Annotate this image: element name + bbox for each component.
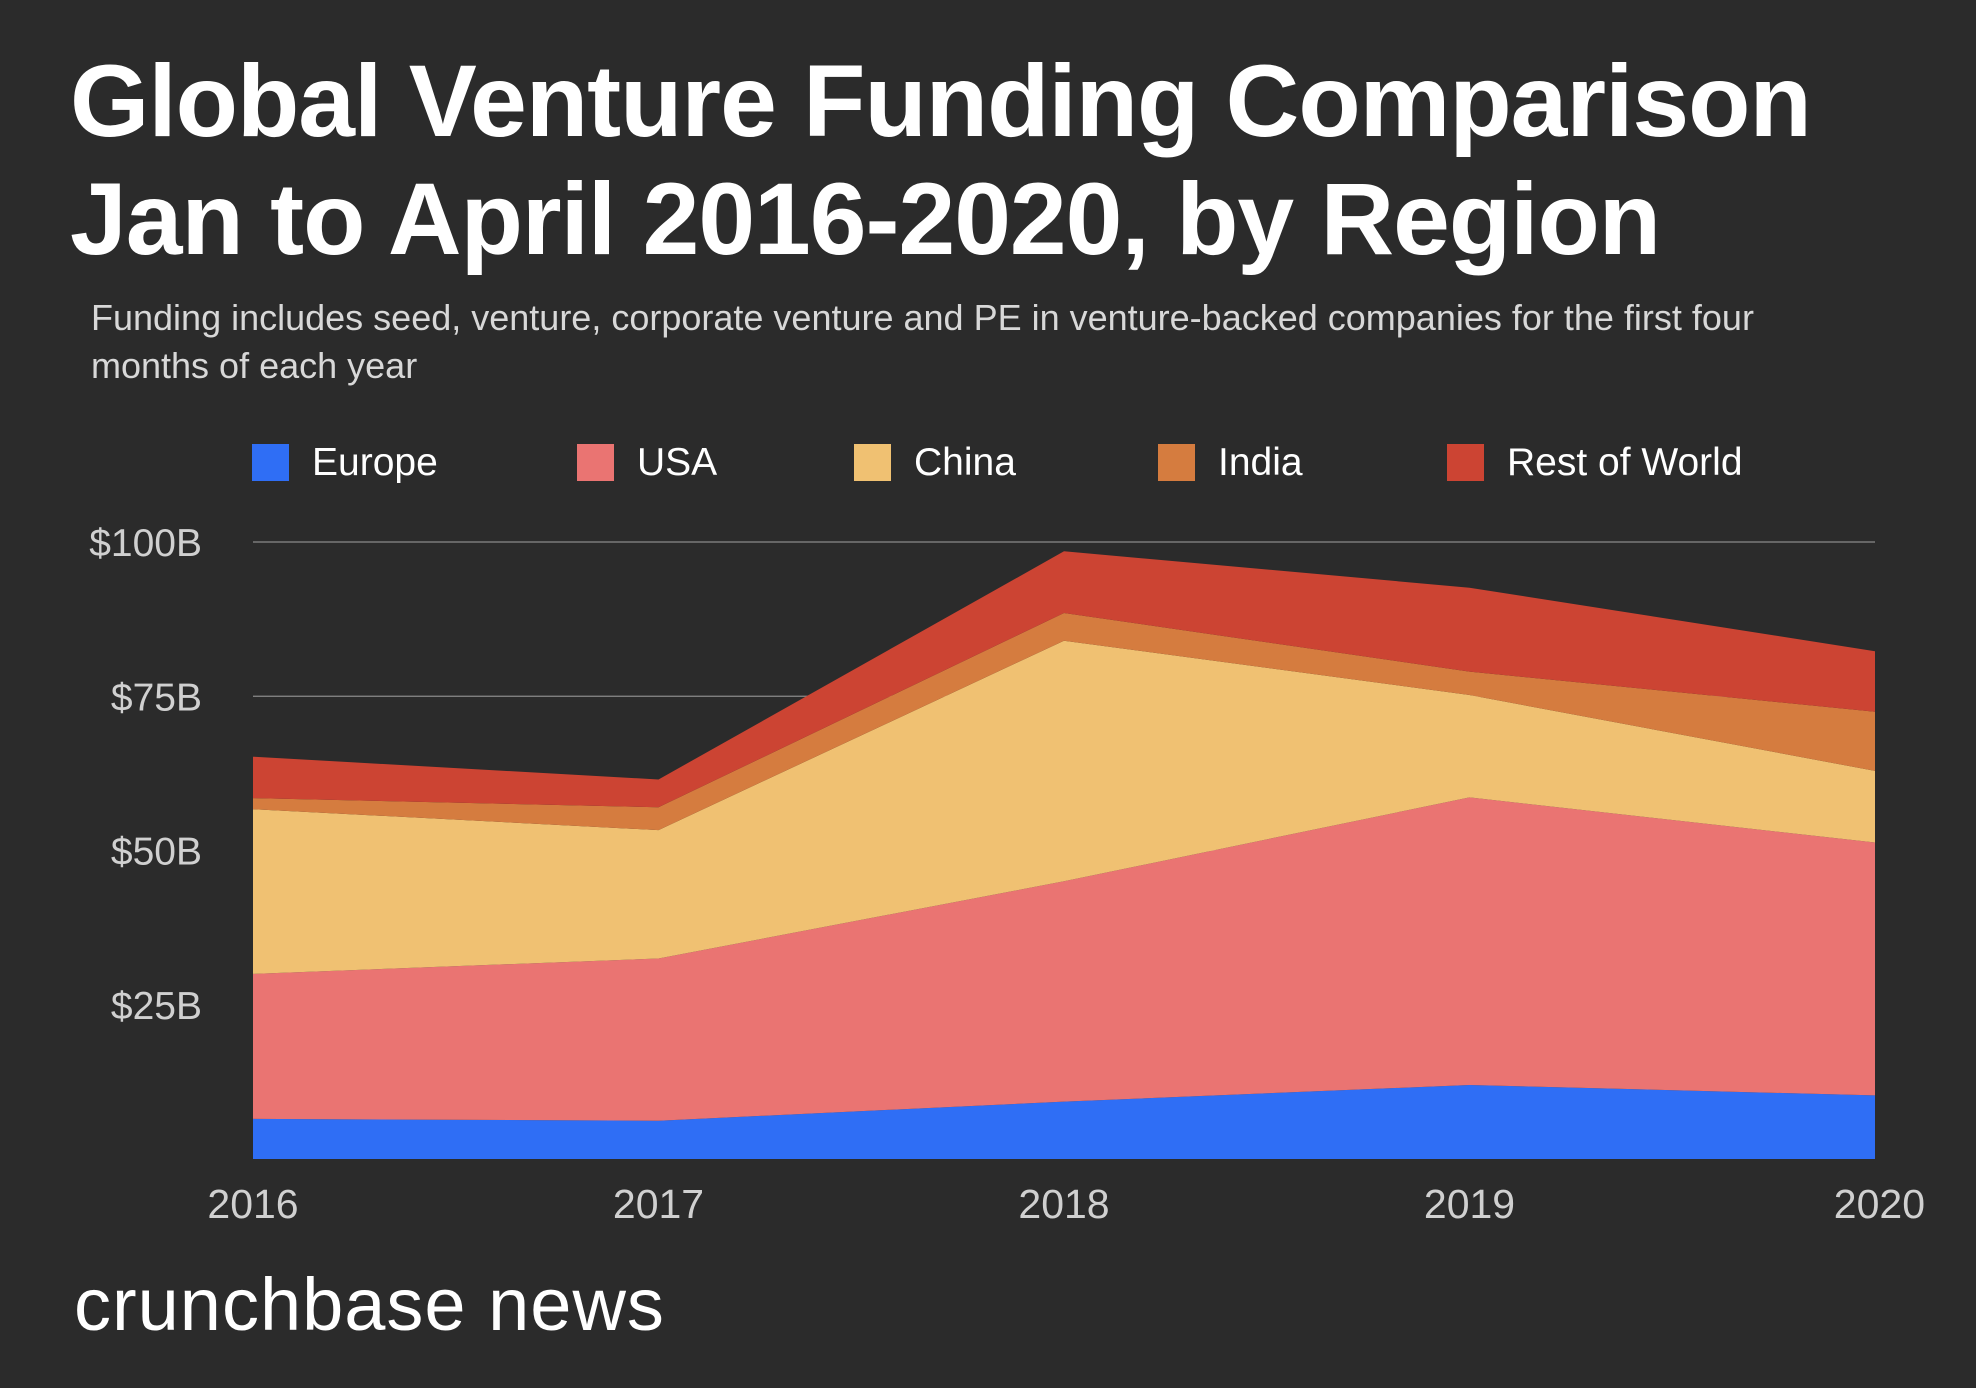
y-tick-label-100: $100B [89, 522, 202, 565]
legend-swatch-usa [577, 444, 614, 481]
chart-subtitle-line-1: Funding includes seed, venture, corporat… [91, 297, 1754, 338]
x-tick-label-2019: 2019 [1424, 1181, 1515, 1227]
legend-label-europe: Europe [312, 441, 438, 484]
legend-swatch-china [854, 444, 891, 481]
x-tick-label-2016: 2016 [207, 1181, 298, 1227]
chart-subtitle-line-2: months of each year [91, 345, 418, 386]
y-tick-label-25: $25B [111, 985, 202, 1028]
y-tick-label-50: $50B [111, 831, 202, 874]
chart-subtitle: Funding includes seed, venture, corporat… [91, 294, 1891, 390]
legend-swatch-europe [252, 444, 289, 481]
legend: Europe USA China India Rest of World [252, 441, 1743, 484]
chart-title-line-1: Global Venture Funding Comparison [70, 44, 1812, 158]
chart-title: Global Venture Funding Comparison Jan to… [70, 42, 1930, 278]
brand-logo-text: crunchbase news [74, 1263, 665, 1346]
y-tick-label-75: $75B [111, 676, 202, 719]
x-tick-label-2017: 2017 [613, 1181, 704, 1227]
legend-swatch-rest-of-world [1447, 444, 1484, 481]
x-tick-label-2018: 2018 [1018, 1181, 1109, 1227]
y-axis-tick-labels: $25B $50B $75B $100B [89, 522, 202, 1028]
area-rest-of-world [253, 551, 1875, 808]
area-europe [253, 1085, 1875, 1159]
legend-swatch-india [1158, 444, 1195, 481]
legend-label-india: India [1218, 441, 1303, 484]
area-usa [253, 797, 1875, 1121]
legend-label-usa: USA [637, 441, 717, 484]
legend-label-china: China [914, 441, 1016, 484]
area-china [253, 640, 1875, 974]
area-india [253, 613, 1875, 831]
x-axis-tick-labels: 2016 2017 2018 2019 2020 [207, 1181, 1925, 1227]
x-tick-label-2020: 2020 [1834, 1181, 1925, 1227]
area-series-group [253, 551, 1875, 1159]
chart-title-line-2: Jan to April 2016-2020, by Region [70, 162, 1661, 276]
legend-label-rest-of-world: Rest of World [1507, 441, 1743, 484]
